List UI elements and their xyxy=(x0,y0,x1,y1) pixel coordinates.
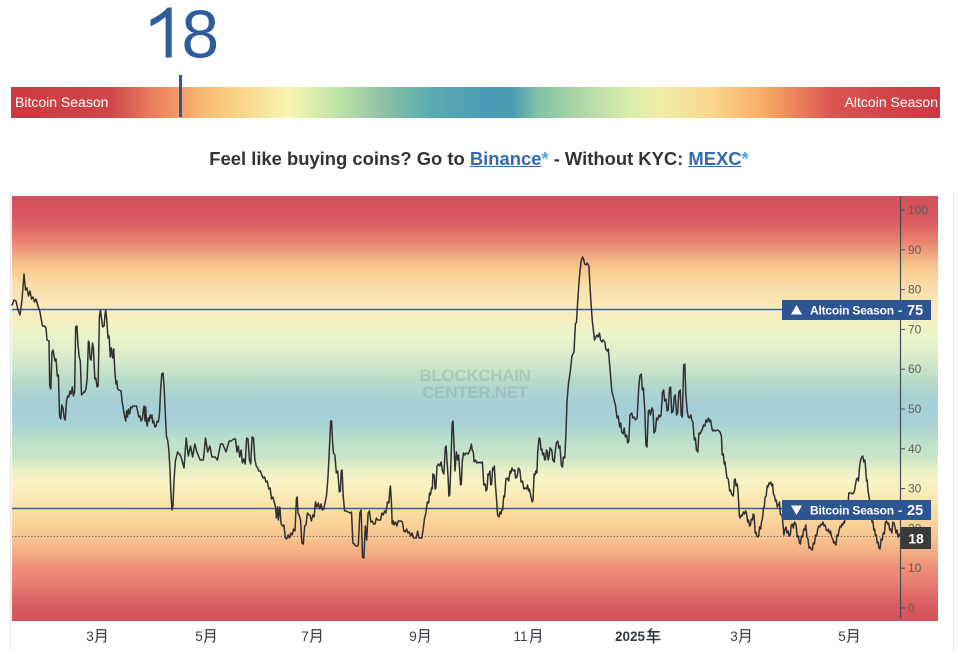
svg-text:8: 8 xyxy=(182,0,220,73)
svg-text:3: 3 xyxy=(730,629,738,644)
svg-text:11: 11 xyxy=(514,629,528,644)
svg-text:75: 75 xyxy=(907,303,923,319)
svg-text:5: 5 xyxy=(838,629,846,644)
svg-text:3: 3 xyxy=(86,629,94,644)
svg-text:80: 80 xyxy=(908,283,922,297)
svg-text:CENTER.NET: CENTER.NET xyxy=(422,383,529,402)
svg-text:Bitcoin Season: Bitcoin Season xyxy=(810,504,894,518)
svg-text:9: 9 xyxy=(409,629,417,644)
svg-text:0: 0 xyxy=(908,601,915,615)
svg-text:2025: 2025 xyxy=(615,629,646,644)
svg-text:40: 40 xyxy=(908,442,922,456)
svg-text:5: 5 xyxy=(195,629,203,644)
svg-text:50: 50 xyxy=(908,402,922,416)
svg-text:18: 18 xyxy=(908,531,924,547)
svg-text:-: - xyxy=(898,504,902,518)
svg-text:7: 7 xyxy=(301,629,309,644)
svg-text:70: 70 xyxy=(908,322,922,336)
svg-text:60: 60 xyxy=(908,362,922,376)
svg-text:100: 100 xyxy=(908,203,928,217)
svg-text:25: 25 xyxy=(907,503,923,519)
svg-text:90: 90 xyxy=(908,243,922,257)
svg-text:30: 30 xyxy=(908,482,922,496)
svg-text:BLOCKCHAIN: BLOCKCHAIN xyxy=(419,366,530,385)
svg-text:Altcoin Season: Altcoin Season xyxy=(810,304,894,318)
svg-text:10: 10 xyxy=(908,561,922,575)
svg-text:-: - xyxy=(898,304,902,318)
